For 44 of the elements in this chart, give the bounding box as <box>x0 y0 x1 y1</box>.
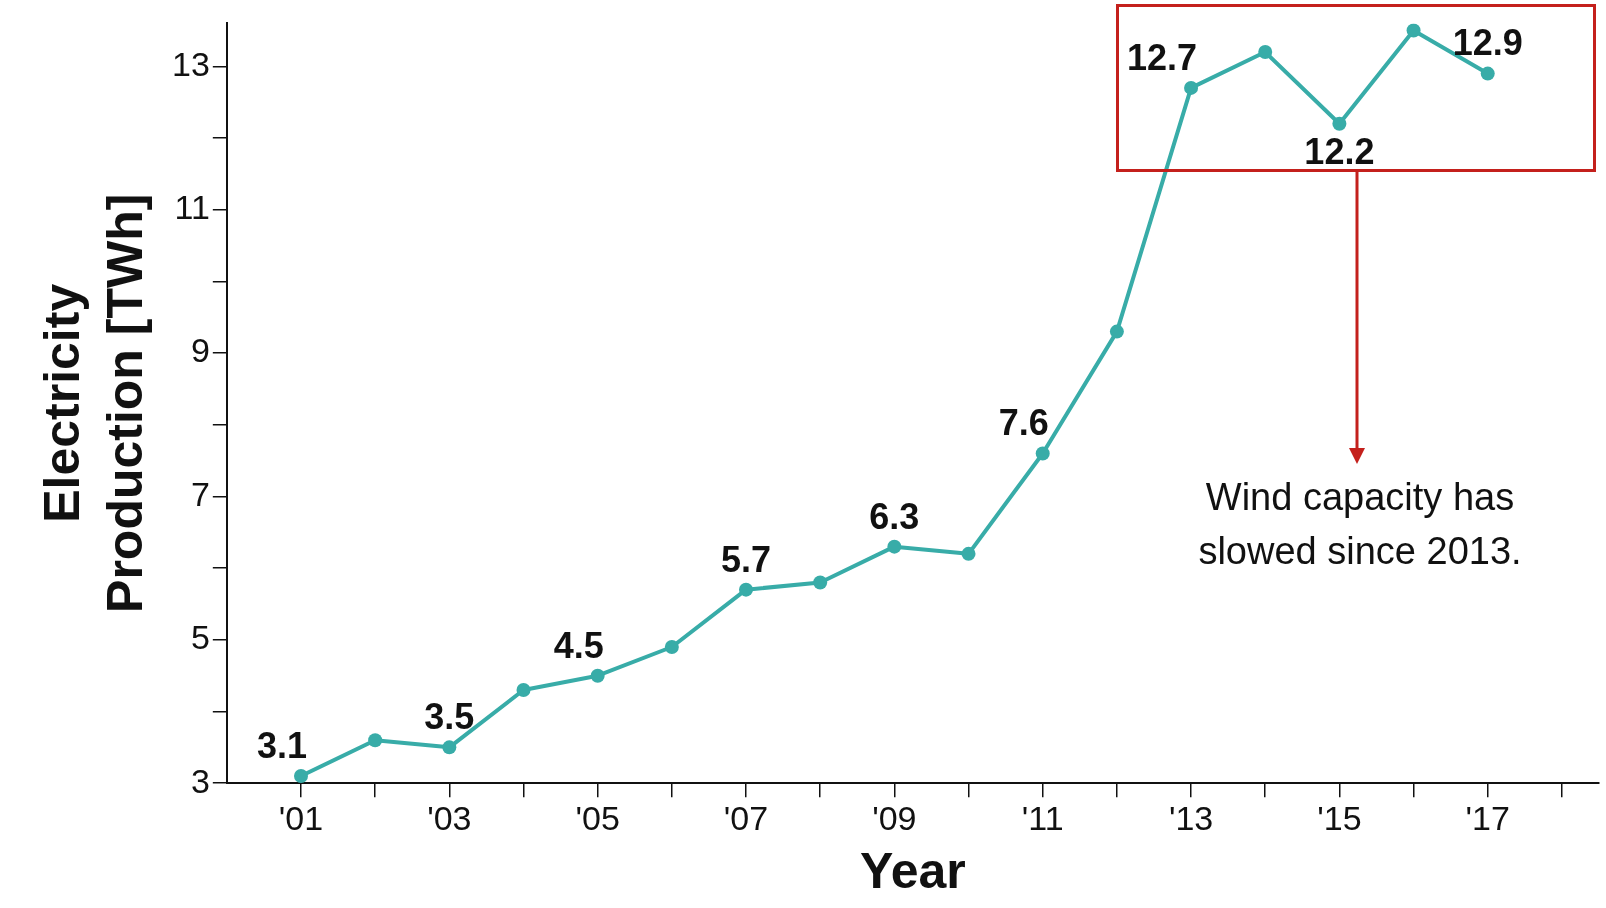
point <box>516 683 531 698</box>
y-tick-label: 9 <box>190 331 210 370</box>
point <box>961 546 976 561</box>
point <box>1035 446 1050 461</box>
point <box>368 733 383 748</box>
y-tick-label: 13 <box>171 44 210 83</box>
point <box>1184 80 1199 95</box>
point <box>1480 66 1495 81</box>
point <box>813 575 828 590</box>
point <box>887 539 902 554</box>
annotation: Wind capacity has slowed since 2013. <box>1197 475 1523 574</box>
y-tick-label: 3 <box>190 761 210 800</box>
x-tick-label: '05 <box>575 798 620 837</box>
point <box>293 769 308 784</box>
y-tick-label: 7 <box>190 474 210 513</box>
x-tick-label: '15 <box>1317 798 1362 837</box>
point <box>1258 45 1273 60</box>
x-tick-label: '11 <box>1021 798 1064 837</box>
point <box>1406 23 1421 38</box>
x-tick-label: '09 <box>872 798 917 837</box>
x-tick-label: '17 <box>1465 798 1510 837</box>
x-tick-label: '07 <box>723 798 769 837</box>
x-axis-title: Year <box>860 842 966 899</box>
point <box>739 582 754 597</box>
y-tick-label: 5 <box>190 618 210 657</box>
data-label: 6.3 <box>869 495 920 537</box>
x-tick-label: '13 <box>1168 798 1214 837</box>
data-label: 3.5 <box>424 696 475 738</box>
data-label: 3.1 <box>256 724 307 766</box>
point <box>442 740 457 755</box>
x-tick-label: '03 <box>427 798 472 837</box>
data-label: 12.2 <box>1304 130 1375 172</box>
data-label: 7.6 <box>998 402 1049 444</box>
y-axis-title: Electricity Production [TWh] <box>34 193 153 613</box>
x-tick-label: '01 <box>278 798 324 837</box>
data-label: 12.7 <box>1126 36 1198 78</box>
data-label: 5.7 <box>721 538 772 580</box>
point <box>1109 324 1124 339</box>
data-label: 12.9 <box>1452 22 1523 64</box>
point <box>664 640 679 655</box>
point <box>1332 116 1347 131</box>
y-tick-label: 11 <box>174 188 210 227</box>
data-label: 4.5 <box>553 624 604 666</box>
point <box>590 668 605 683</box>
